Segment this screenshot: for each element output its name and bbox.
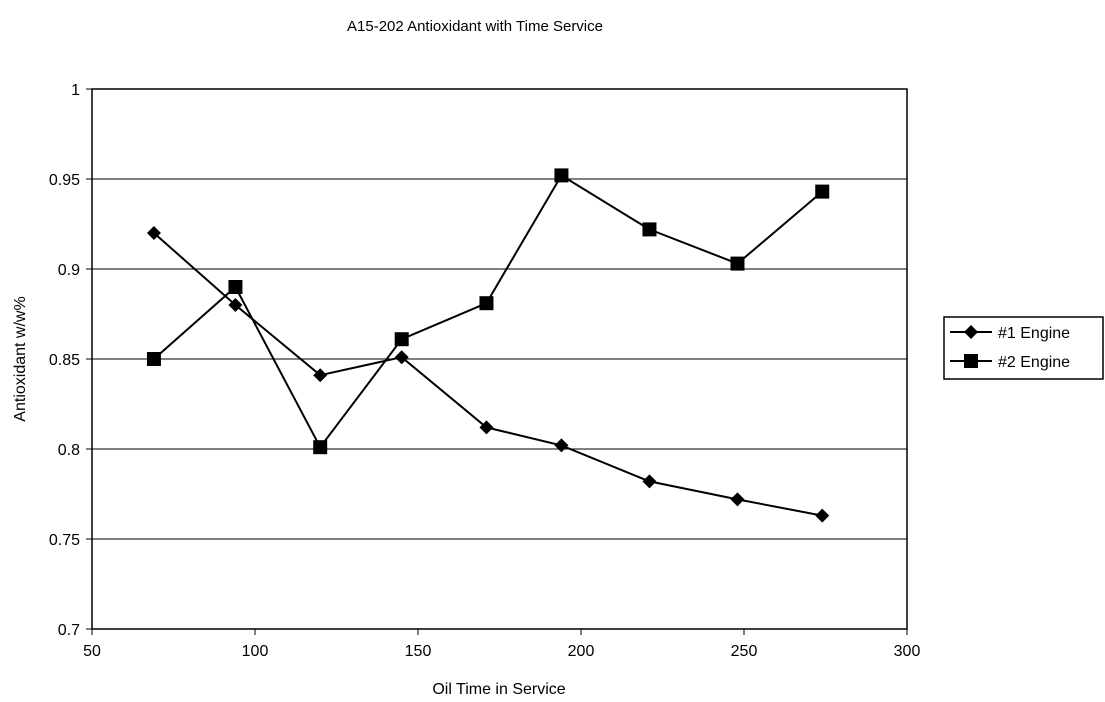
series-2-point (313, 440, 328, 455)
y-axis-label: Antioxidant w/w% (12, 296, 29, 421)
series-2-point (554, 168, 569, 183)
x-tick-label: 300 (894, 643, 921, 660)
y-tick-label: 1 (71, 82, 80, 99)
gridlines (92, 178, 907, 540)
y-tick-label: 0.75 (49, 532, 80, 549)
x-tick-label: 50 (83, 643, 101, 660)
x-axis-label: Oil Time in Service (432, 681, 565, 698)
series-1-point (642, 474, 657, 489)
series-1-line (153, 232, 823, 517)
series-1-point (815, 508, 830, 523)
x-tick-label: 250 (731, 643, 758, 660)
legend-label: #1 Engine (998, 325, 1070, 342)
series-1-point (146, 226, 161, 240)
series-layer (146, 168, 830, 523)
y-tick-label: 0.9 (58, 262, 80, 279)
y-tick-label: 0.85 (49, 352, 80, 369)
y-axis-ticks: 0.7 0.75 0.8 0.85 0.9 0.95 1 (49, 82, 92, 639)
series-1-point (313, 368, 328, 383)
series-1-point (554, 438, 569, 453)
x-tick-label: 200 (568, 643, 595, 660)
series-1-point (394, 350, 409, 365)
series-2-point (479, 296, 494, 311)
y-tick-label: 0.95 (49, 172, 80, 189)
x-tick-label: 150 (405, 643, 432, 660)
series-2-point (815, 184, 830, 199)
legend: #1 Engine #2 Engine (943, 316, 1104, 380)
x-tick-label: 100 (242, 643, 269, 660)
series-2-point (730, 256, 745, 271)
y-tick-label: 0.8 (58, 442, 80, 459)
legend-label: #2 Engine (998, 354, 1070, 371)
series-2-point (228, 280, 243, 294)
series-2-point (394, 332, 409, 347)
series-1 (146, 226, 830, 523)
chart-title: A15-202 Antioxidant with Time Service (347, 18, 603, 35)
legend-item-1: #1 Engine (950, 325, 1070, 342)
legend-marker (964, 325, 978, 339)
legend-marker (964, 354, 978, 368)
legend-item-2: #2 Engine (950, 354, 1070, 371)
series-2-line (153, 174, 823, 450)
series-2-point (146, 352, 161, 366)
x-axis-ticks: 50 100 150 200 250 300 (83, 629, 920, 660)
series-1-point (479, 420, 494, 435)
series-1-point (730, 492, 745, 507)
y-tick-label: 0.7 (58, 622, 80, 639)
series-2-point (642, 222, 657, 237)
series-2 (146, 168, 830, 455)
series-1-point (228, 298, 243, 312)
